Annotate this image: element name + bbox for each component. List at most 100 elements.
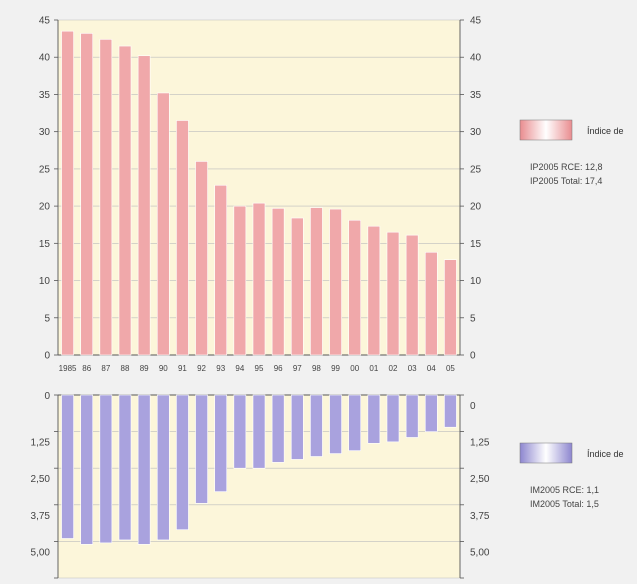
bar-02 [386,394,400,443]
bar-05 [444,394,457,428]
bar-88 [118,394,132,541]
bar-98 [310,394,323,457]
bar-01 [367,394,381,444]
x-tick-label: 92 [197,364,206,373]
x-tick-label: 04 [427,364,436,373]
bar-03 [405,394,419,438]
x-tick-label: 88 [121,364,130,373]
legend-bottom: Índice de IM2005 RCE: 1,1 IM2005 Total: 1,… [519,442,624,509]
top-chart-panel: 0 0 5 5 10 10 15 15 20 20 25 25 30 30 35 35 40 40 45 45 [39,16,482,362]
bar-97 [290,394,304,460]
y-tick-label-right: 0 [470,351,476,362]
year-axis: 1985 86 87 88 89 90 91 92 93 94 95 96 97 98 99 00 01 02 03… [59,364,456,373]
y-tick-label-right: 5 [470,313,476,324]
x-tick-label: 87 [101,364,110,373]
y-tick-label-right: 2,50 [470,474,490,485]
legend-stat: IP2005 Total: 17,4 [530,176,602,186]
bar-91 [176,394,189,530]
y-tick-label-left: 30 [39,127,51,138]
y-tick-label-right: 40 [470,53,482,64]
x-tick-label: 98 [312,364,321,373]
y-tick-label-left: 10 [39,276,51,287]
y-tick-label-right: 20 [470,202,482,213]
y-tick-label-left: 40 [39,53,51,64]
y-tick-label-left: 25 [39,164,51,175]
bar-01 [367,225,381,356]
bar-02 [386,231,400,356]
x-tick-label: 86 [82,364,91,373]
legend-swatch [519,119,573,141]
bar-93 [214,394,228,492]
bar-89 [137,394,151,545]
y-tick-label-right: 1,25 [470,438,490,449]
y-tick-label-left: 15 [39,239,51,250]
y-tick-label-left: 2,50 [31,474,51,485]
bar-96 [271,208,285,356]
x-tick-label: 90 [159,364,168,373]
bar-93 [214,184,228,356]
y-tick-label-right: 10 [470,276,482,287]
bar-86 [80,394,94,545]
y-tick-label-right: 45 [470,16,482,27]
y-tick-label-right: 25 [470,164,482,175]
bar-99 [329,394,342,454]
bar-95 [252,202,266,356]
y-tick-label-left: 5 [44,313,50,324]
bar-04 [424,394,438,432]
bar-1985 [61,394,74,539]
x-tick-label: 03 [408,364,417,373]
bar-94 [233,394,247,469]
y-tick-label-left: 5,00 [31,547,51,558]
x-tick-label: 99 [331,364,340,373]
bar-87 [99,394,113,544]
legend-stat: IM2005 RCE: 1,1 [530,485,599,495]
legend-stat: IM2005 Total: 1,5 [530,499,599,509]
y-tick-label-right: 30 [470,127,482,138]
y-tick-label-left: 0 [44,351,50,362]
y-tick-label-left: 35 [39,90,51,101]
y-tick-label-left: 1,25 [31,438,51,449]
x-tick-label: 1985 [59,364,77,373]
y-tick-label-left: 45 [39,16,51,27]
bar-05 [444,259,457,356]
x-tick-label: 05 [446,364,455,373]
x-tick-label: 00 [350,364,359,373]
bar-87 [99,39,113,356]
bar-99 [329,208,342,356]
legend-swatch [519,442,573,464]
bar-88 [118,45,132,356]
bar-95 [252,394,266,469]
bar-92 [195,161,208,356]
bar-90 [156,92,170,356]
legend-label: Índice de [587,449,624,459]
y-tick-label-left: 20 [39,202,51,213]
y-tick-label-right: 0 [470,401,476,412]
bar-97 [290,217,304,356]
x-tick-label: 96 [274,364,283,373]
bar-03 [405,234,419,356]
bar-91 [176,120,189,356]
x-tick-label: 97 [293,364,302,373]
x-tick-label: 02 [389,364,398,373]
x-tick-label: 95 [255,364,264,373]
x-tick-label: 01 [369,364,378,373]
bar-00 [348,394,362,451]
bar-96 [271,394,285,463]
x-tick-label: 93 [216,364,225,373]
bar-90 [156,394,170,541]
bar-1985 [61,30,74,356]
bar-98 [310,207,323,356]
legend-stat: IP2005 RCE: 12,8 [530,162,603,172]
bottom-chart-panel: 001,251,252,502,503,753,755,005,006,256,… [31,391,490,579]
y-tick-label-right: 15 [470,239,482,250]
legend-label: Índice de [587,126,624,136]
bar-86 [80,33,94,356]
x-tick-label: 94 [235,364,244,373]
bar-94 [233,205,247,356]
x-tick-label: 89 [140,364,149,373]
y-tick-label-left: 3,75 [31,511,51,522]
bar-04 [424,251,438,356]
bar-92 [195,394,208,504]
y-tick-label-right: 5,00 [470,547,490,558]
